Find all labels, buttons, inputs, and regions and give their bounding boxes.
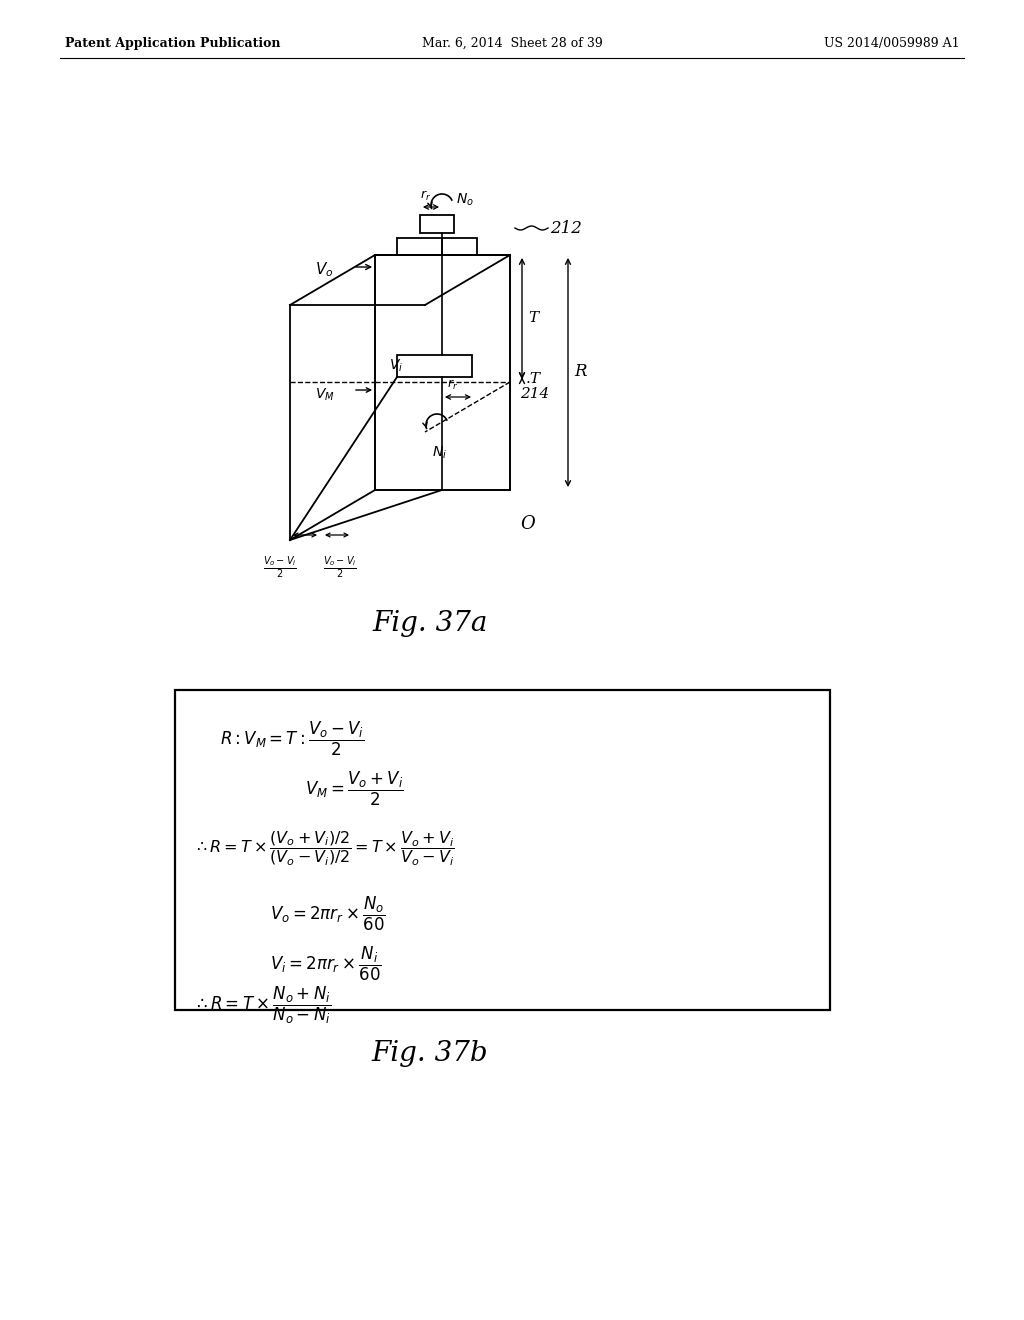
Text: $N_i$: $N_i$ xyxy=(432,445,447,462)
Text: 214: 214 xyxy=(520,387,549,401)
Text: Patent Application Publication: Patent Application Publication xyxy=(65,37,281,49)
Text: $V_i = 2\pi r_r \times \dfrac{N_i}{60}$: $V_i = 2\pi r_r \times \dfrac{N_i}{60}$ xyxy=(270,945,382,983)
Text: Fig. 37b: Fig. 37b xyxy=(372,1040,488,1067)
Text: Mar. 6, 2014  Sheet 28 of 39: Mar. 6, 2014 Sheet 28 of 39 xyxy=(422,37,602,49)
Text: US 2014/0059989 A1: US 2014/0059989 A1 xyxy=(824,37,961,49)
Text: T: T xyxy=(528,312,539,325)
Text: $\therefore R = T \times \dfrac{N_o+N_i}{N_o-N_i}$: $\therefore R = T \times \dfrac{N_o+N_i}… xyxy=(193,985,331,1026)
Text: $V_M = \dfrac{V_o+V_i}{2}$: $V_M = \dfrac{V_o+V_i}{2}$ xyxy=(305,770,403,808)
Text: $r_r$: $r_r$ xyxy=(447,378,458,392)
Text: $V_i$: $V_i$ xyxy=(389,358,403,375)
Text: .T: .T xyxy=(526,372,541,385)
Text: $V_M$: $V_M$ xyxy=(315,387,335,404)
Text: $r_r$: $r_r$ xyxy=(420,189,431,203)
Text: $N_o$: $N_o$ xyxy=(456,191,474,209)
Text: $\frac{V_o - V_i}{2}$: $\frac{V_o - V_i}{2}$ xyxy=(324,554,357,581)
Text: R: R xyxy=(574,363,587,380)
Text: 212: 212 xyxy=(550,220,582,238)
Bar xyxy=(375,255,510,490)
Bar xyxy=(397,355,472,378)
Text: $R:V_M = T:\dfrac{V_o-V_i}{2}$: $R:V_M = T:\dfrac{V_o-V_i}{2}$ xyxy=(220,719,365,758)
Text: $V_o$: $V_o$ xyxy=(315,260,334,279)
Text: O: O xyxy=(520,515,535,533)
Bar xyxy=(397,238,477,255)
Text: $\frac{V_o - V_i}{2}$: $\frac{V_o - V_i}{2}$ xyxy=(263,554,297,581)
Bar xyxy=(420,215,454,234)
Bar xyxy=(175,690,830,1010)
Text: Fig. 37a: Fig. 37a xyxy=(373,610,487,638)
Text: $V_o = 2\pi r_r \times \dfrac{N_o}{60}$: $V_o = 2\pi r_r \times \dfrac{N_o}{60}$ xyxy=(270,895,386,933)
Text: $\therefore R = T\times\dfrac{(V_o+V_i)/2}{(V_o-V_i)/2} = T\times\dfrac{V_o+V_i}: $\therefore R = T\times\dfrac{(V_o+V_i)/… xyxy=(193,830,455,869)
